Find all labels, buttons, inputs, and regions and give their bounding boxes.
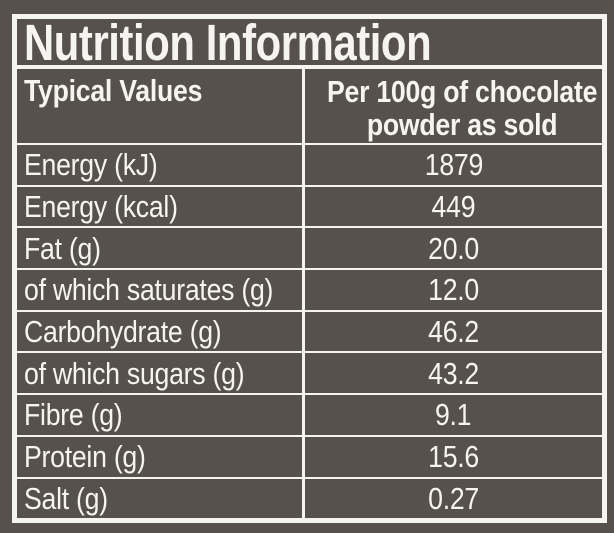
row-label-cell: Fat (g) xyxy=(17,226,305,269)
row-value: 43.2 xyxy=(428,355,479,391)
row-value-cell: 46.2 xyxy=(305,309,602,352)
table-row-salt: Salt (g) 0.27 xyxy=(17,476,602,519)
per-100g-line-1: Per 100g of chocolate xyxy=(326,74,598,109)
row-value: 1879 xyxy=(424,147,483,183)
table-row-energy-kj: Energy (kJ) 1879 xyxy=(17,143,602,185)
row-label-cell: Carbohydrate (g) xyxy=(17,309,305,352)
table-row-saturates: of which saturates (g) 12.0 xyxy=(17,268,602,310)
row-label-cell: Salt (g) xyxy=(17,476,305,519)
table-row-fibre: Fibre (g) 9.1 xyxy=(17,393,602,435)
row-label: of which saturates (g) xyxy=(24,272,274,308)
row-value-cell: 20.0 xyxy=(305,226,602,268)
row-label-cell: Energy (kcal) xyxy=(17,184,305,227)
nutrition-label: Nutrition Information Typical Values Per… xyxy=(12,14,607,523)
table-header-row: Typical Values Per 100g of chocolate pow… xyxy=(17,69,602,143)
row-value: 46.2 xyxy=(428,314,479,350)
header-cell-typical-values: Typical Values xyxy=(17,69,305,143)
table-row-sugars: of which sugars (g) 43.2 xyxy=(17,351,602,394)
per-100g-label: Per 100g of chocolate powder as sold xyxy=(327,75,597,141)
row-label: Energy (kcal) xyxy=(24,189,178,225)
row-label: of which sugars (g) xyxy=(24,355,245,391)
row-value: 449 xyxy=(431,189,476,225)
row-value-cell: 15.6 xyxy=(305,434,602,477)
row-label-cell: Energy (kJ) xyxy=(17,143,305,185)
row-value-cell: 43.2 xyxy=(305,351,602,393)
row-value: 15.6 xyxy=(428,439,479,475)
typical-values-label: Typical Values xyxy=(24,73,203,108)
header-cell-per-100g: Per 100g of chocolate powder as sold xyxy=(305,69,614,143)
row-value: 20.0 xyxy=(428,230,479,266)
row-label-cell: Protein (g) xyxy=(17,434,305,477)
table-row-energy-kcal: Energy (kcal) 449 xyxy=(17,184,602,227)
row-value-cell: 9.1 xyxy=(305,393,602,435)
row-label-cell: of which sugars (g) xyxy=(17,351,305,394)
row-value-cell: 12.0 xyxy=(305,268,602,310)
row-label: Carbohydrate (g) xyxy=(24,314,222,350)
row-label: Protein (g) xyxy=(24,439,146,475)
table-row-fat: Fat (g) 20.0 xyxy=(17,226,602,269)
row-value: 12.0 xyxy=(428,272,479,308)
row-label: Energy (kJ) xyxy=(24,147,158,183)
row-value: 9.1 xyxy=(435,397,472,433)
row-value-cell: 449 xyxy=(305,184,602,227)
row-value-cell: 1879 xyxy=(305,143,602,185)
title-bar: Nutrition Information xyxy=(17,14,602,71)
row-label-cell: Fibre (g) xyxy=(17,393,305,435)
per-100g-line-2: powder as sold xyxy=(366,107,558,142)
row-value-cell: 0.27 xyxy=(305,476,602,519)
page-title: Nutrition Information xyxy=(24,14,432,71)
row-value: 0.27 xyxy=(428,480,479,516)
row-label: Salt (g) xyxy=(24,480,108,516)
row-label-cell: of which saturates (g) xyxy=(17,268,305,310)
row-label: Fibre (g) xyxy=(24,397,123,433)
row-label: Fat (g) xyxy=(24,230,101,266)
table-row-carbohydrate: Carbohydrate (g) 46.2 xyxy=(17,309,602,352)
table-row-protein: Protein (g) 15.6 xyxy=(17,434,602,477)
